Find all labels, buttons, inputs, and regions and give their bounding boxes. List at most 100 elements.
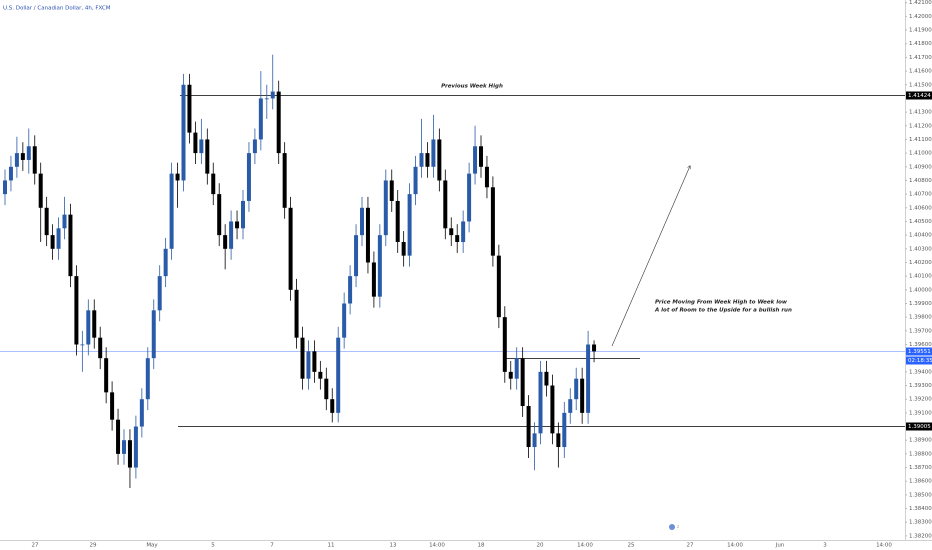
y-tick-label: 1.39400	[909, 369, 932, 375]
candle-body	[365, 207, 370, 263]
candle-body	[133, 426, 138, 468]
y-tick-label: 1.40000	[909, 287, 932, 293]
candle-body	[467, 173, 472, 222]
candle-body	[151, 310, 156, 359]
candle-body	[229, 221, 234, 249]
annotation: Previous Week High	[441, 84, 503, 90]
annotation: A lot of Room to the Upside for a bullis…	[654, 308, 792, 314]
candle-body	[157, 276, 162, 311]
y-tick-label: 1.38800	[909, 451, 932, 457]
candle-body	[455, 235, 460, 242]
annotation: Price Moving From Week High to Week low	[655, 300, 788, 306]
candle-body	[443, 180, 448, 229]
candle-body	[514, 358, 519, 379]
y-tick-label: 1.39100	[909, 410, 932, 416]
candle-body	[241, 200, 245, 229]
candle-body	[122, 440, 126, 454]
y-tick-label: 1.41300	[909, 110, 932, 116]
candle-body	[252, 139, 257, 154]
candle-body	[68, 214, 73, 277]
candle-body	[169, 173, 174, 249]
candle-body	[163, 248, 168, 277]
x-tick-label: 3	[823, 543, 827, 549]
y-tick-label: 1.38200	[909, 533, 932, 539]
candle-body	[562, 412, 567, 448]
candle-body	[300, 337, 305, 379]
y-tick-label: 1.41200	[909, 123, 932, 129]
x-tick-label: Jun	[775, 543, 785, 549]
candle-body	[74, 276, 79, 345]
candle-body	[306, 351, 311, 379]
candle-body	[431, 139, 436, 167]
candle-body	[246, 153, 251, 201]
y-tick-label: 1.41900	[909, 28, 932, 34]
candle-body	[44, 207, 49, 236]
candle-body	[139, 399, 144, 427]
level-label-box	[906, 422, 932, 431]
candle-body	[26, 146, 31, 160]
y-tick-label: 1.38700	[909, 465, 932, 471]
candle-body	[270, 91, 275, 99]
candle-body	[360, 207, 364, 236]
y-tick-label: 1.39600	[909, 342, 932, 348]
candle-body	[550, 385, 555, 434]
y-tick-label: 1.39200	[909, 397, 932, 403]
x-tick-label: May	[146, 543, 158, 549]
candle-body	[395, 200, 400, 242]
candle-body	[425, 153, 430, 167]
chart-title: U.S. Dollar / Canadian Dollar, 4h, FXCM	[3, 6, 111, 12]
level-label: 1.39005	[908, 424, 931, 430]
candle-body	[264, 98, 269, 100]
candle-body	[127, 440, 132, 468]
y-tick-label: 1.41700	[909, 55, 932, 61]
candle-body	[371, 262, 376, 297]
y-tick-label: 1.38500	[909, 492, 932, 498]
candle-body	[324, 378, 329, 400]
candle-body	[104, 358, 109, 393]
candle-body	[532, 433, 537, 448]
y-tick-label: 1.40300	[909, 246, 932, 252]
candle-body	[520, 358, 525, 407]
candle-body	[354, 235, 359, 277]
x-tick-label: 14:00	[429, 543, 445, 549]
candle-body	[556, 433, 561, 448]
candle-body	[80, 344, 85, 346]
candle-body	[211, 173, 216, 195]
candle-body	[502, 317, 507, 372]
y-tick-label: 1.38600	[909, 479, 932, 485]
x-tick-label: 14:00	[577, 543, 593, 549]
current-price-label: 1.39551	[908, 349, 931, 355]
y-tick-label: 1.42100	[909, 0, 932, 6]
candle-body	[205, 139, 210, 174]
candle-body	[484, 166, 489, 188]
candle-body	[479, 146, 483, 167]
logo-icon: z	[669, 524, 679, 530]
x-tick-label: 13	[390, 543, 397, 549]
x-tick-label: 29	[90, 543, 97, 549]
candle-body	[288, 207, 293, 290]
candle-body	[526, 406, 531, 448]
candle-body	[330, 399, 335, 413]
x-tick-label: 7	[270, 543, 274, 549]
candle-body	[312, 351, 317, 372]
y-tick-label: 1.38300	[909, 520, 932, 526]
x-tick-label: 27	[32, 543, 39, 549]
candle-body	[407, 194, 412, 256]
x-tick-label: 20	[537, 543, 544, 549]
y-tick-label: 1.41000	[909, 151, 932, 157]
y-tick-label: 1.40200	[909, 260, 932, 266]
current-price-box	[906, 347, 932, 356]
candle-body	[538, 371, 543, 434]
candle-body	[56, 228, 61, 249]
candle-body	[508, 371, 513, 379]
candle-body	[568, 399, 573, 413]
y-tick-label: 1.41500	[909, 82, 932, 88]
candle-body	[586, 344, 591, 413]
candle-body	[544, 371, 549, 386]
y-tick-label: 1.39800	[909, 315, 932, 321]
x-tick-label: 27	[687, 543, 694, 549]
candle-body	[217, 194, 222, 236]
y-tick-label: 1.38400	[909, 506, 932, 512]
candle-body	[92, 310, 97, 338]
candle-body	[50, 235, 55, 249]
